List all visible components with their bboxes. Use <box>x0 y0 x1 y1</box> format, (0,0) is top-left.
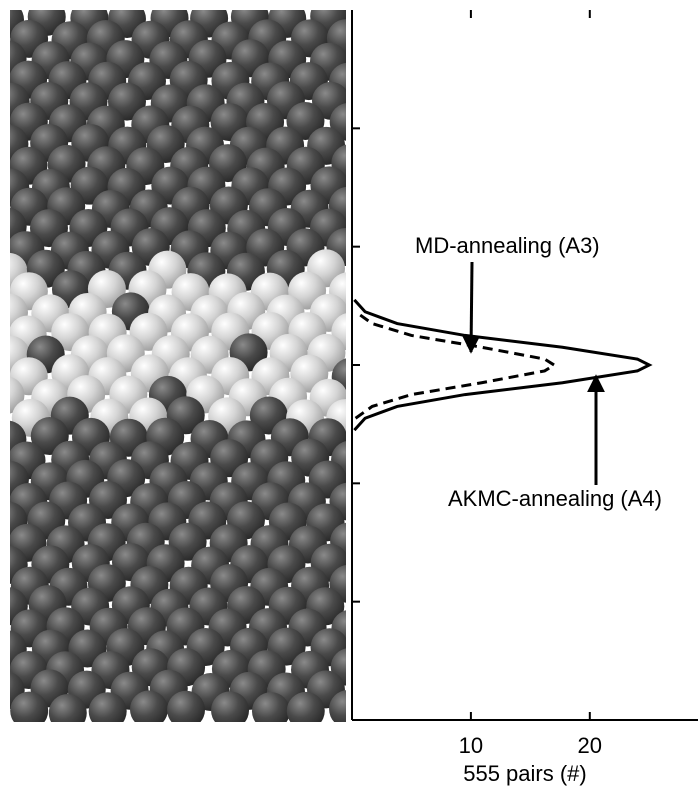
atom <box>211 691 250 722</box>
plot: MD-annealing (A3) AKMC-annealing (A4) 55… <box>351 10 698 786</box>
atom <box>329 690 346 722</box>
atomistic-image <box>10 10 346 722</box>
arrow <box>462 261 481 354</box>
atom <box>48 693 87 722</box>
curve <box>353 298 653 432</box>
atom <box>129 690 168 722</box>
curve <box>354 310 557 420</box>
x-tick-label: 20 <box>578 733 602 758</box>
atom <box>251 692 290 722</box>
x-tick-label: 10 <box>459 733 483 758</box>
atom <box>10 691 49 722</box>
atom <box>88 692 127 722</box>
annotation: AKMC-annealing (A4) <box>448 486 662 511</box>
atom <box>286 691 325 722</box>
annotation: MD-annealing (A3) <box>415 233 600 258</box>
atom <box>167 690 206 722</box>
x-axis-label: 555 pairs (#) <box>463 761 587 786</box>
